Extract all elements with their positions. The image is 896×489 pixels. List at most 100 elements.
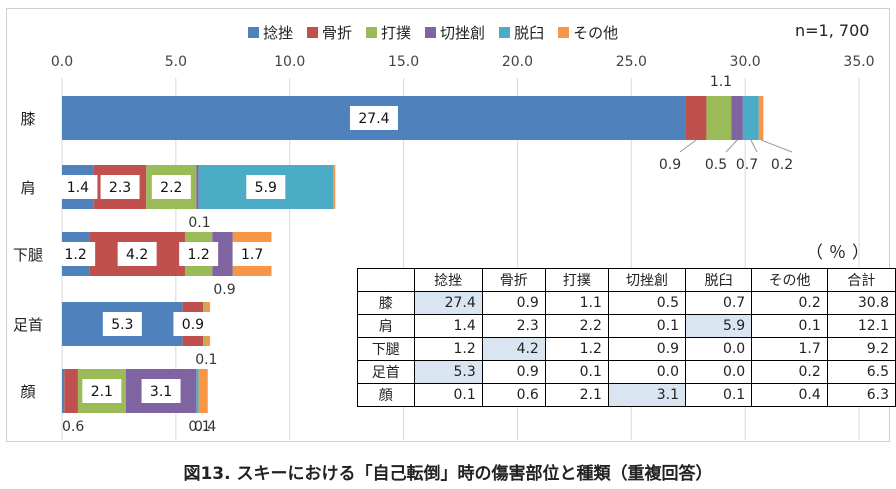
table-header-cell: その他 [751,268,828,292]
table-cell: 0.4 [751,383,828,407]
table-cell: 5.3 [413,360,483,384]
x-tick-label: 20.0 [502,54,533,70]
data-label: 1.1 [710,74,732,90]
data-label: 2.2 [160,180,182,196]
table-header-row: 捻挫 骨折 打撲 切挫創 脱臼 その他 合計 [357,268,896,292]
data-label-box [100,175,140,199]
table-cell: 0.2 [751,360,828,384]
table-cell: 9.2 [826,337,896,361]
data-label: 27.4 [358,111,389,127]
legend-item: 骨折 [307,22,352,43]
data-label: 5.9 [255,180,277,196]
bar-segment [731,96,743,140]
table-cell: 0.0 [684,360,753,384]
table-cell: 1.4 [413,314,483,338]
category-label: 肩 [20,179,35,197]
table-header-cell: 骨折 [481,268,546,292]
sample-size-note: n=1, 700 [795,21,870,40]
data-label-box [58,175,98,199]
data-label: 0.2 [771,157,793,173]
data-label: 4.2 [126,247,148,263]
legend-item: 脱臼 [499,22,544,43]
legend-swatch [499,27,511,38]
table-row-label: 膝 [357,291,415,315]
table-cell: 1.7 [751,337,828,361]
data-label-box [117,242,157,266]
data-label: 0.9 [213,282,235,298]
legend-swatch [425,27,437,38]
table-cell: 0.1 [607,314,687,338]
table-body: 膝 27.4 0.9 1.1 0.5 0.7 0.2 30.8 肩 1.4 2.3 2.2 0.1 5.9… [357,291,896,407]
table-cell: 0.6 [481,383,546,407]
legend-label: その他 [573,24,619,42]
table-cell: 1.2 [544,337,609,361]
data-label: 5.3 [111,317,133,333]
bar-segment [758,96,764,140]
table-header-cell: 捻挫 [413,268,483,292]
table-header-cell: 合計 [826,268,896,292]
data-label: 1.4 [67,180,89,196]
category-label: 膝 [20,110,35,128]
table-cell: 0.9 [481,360,546,384]
chart-legend: 捻挫 骨折 打撲 切挫創 脱臼 その他 [248,22,618,43]
table-header-cell [357,268,415,292]
category-label: 下腿 [13,246,43,264]
data-label-box [82,379,122,403]
leader-line [760,139,793,153]
legend-label: 打撲 [381,24,412,42]
data-label: 0.1 [195,352,217,368]
x-tick-label: 15.0 [388,54,419,70]
data-label: 0.5 [705,157,727,173]
table-cell: 2.2 [544,314,609,338]
legend-swatch [366,27,378,38]
data-label: 0.1 [188,419,210,435]
data-label: 3.1 [150,384,172,400]
table-cell: 2.3 [481,314,546,338]
table-cell: 6.5 [826,360,896,384]
table-row: 下腿 1.2 4.2 1.2 0.9 0.0 1.7 9.2 [357,337,896,361]
table-cell: 0.1 [751,314,828,338]
table-cell: 6.3 [826,383,896,407]
plot-frame [6,8,890,442]
table-cell: 0.2 [751,291,828,315]
data-label-box [173,312,213,336]
table-cell: 2.1 [544,383,609,407]
table-cell: 0.9 [607,337,687,361]
data-label: 2.1 [91,384,113,400]
x-tick-label: 25.0 [616,54,647,70]
data-label-box [102,312,142,336]
table-row: 肩 1.4 2.3 2.2 0.1 5.9 0.1 12.1 [357,314,896,338]
bar-segment [62,369,65,413]
data-label-box [56,242,96,266]
table-cell: 1.2 [413,337,483,361]
legend-label: 脱臼 [514,24,545,42]
legend-swatch [307,27,319,38]
leader-line [750,139,758,153]
data-label: 1.2 [65,247,87,263]
table-cell: 0.7 [684,291,753,315]
table-header-cell: 脱臼 [684,268,753,292]
table-cell: 5.9 [684,314,753,338]
x-tick-label: 10.0 [274,54,305,70]
table-row-label: 下腿 [357,337,415,361]
bar-segment [198,369,208,413]
data-label: 1.2 [187,247,209,263]
legend-label: 骨折 [322,24,353,42]
summary-table: 捻挫 骨折 打撲 切挫創 脱臼 その他 合計 膝 27.4 0.9 1.1 0.5 0.7 0.2 30.… [357,268,896,407]
x-tick-label: 30.0 [730,54,761,70]
legend-label: 捻挫 [263,24,294,42]
bar-segment [685,96,707,140]
bar-segment [196,369,199,413]
bar-segment [332,165,336,209]
bar-segment [196,165,199,209]
table-cell: 0.1 [684,383,753,407]
x-tick-label: 35.0 [843,54,874,70]
data-label-box [151,175,191,199]
table-cell: 0.0 [684,337,753,361]
legend-label: 切挫創 [440,24,486,42]
data-label: 0.7 [736,157,758,173]
legend-swatch [248,27,259,38]
table-row: 顔 0.1 0.6 2.1 3.1 0.1 0.4 6.3 [357,383,896,407]
table-cell: 12.1 [826,314,896,338]
